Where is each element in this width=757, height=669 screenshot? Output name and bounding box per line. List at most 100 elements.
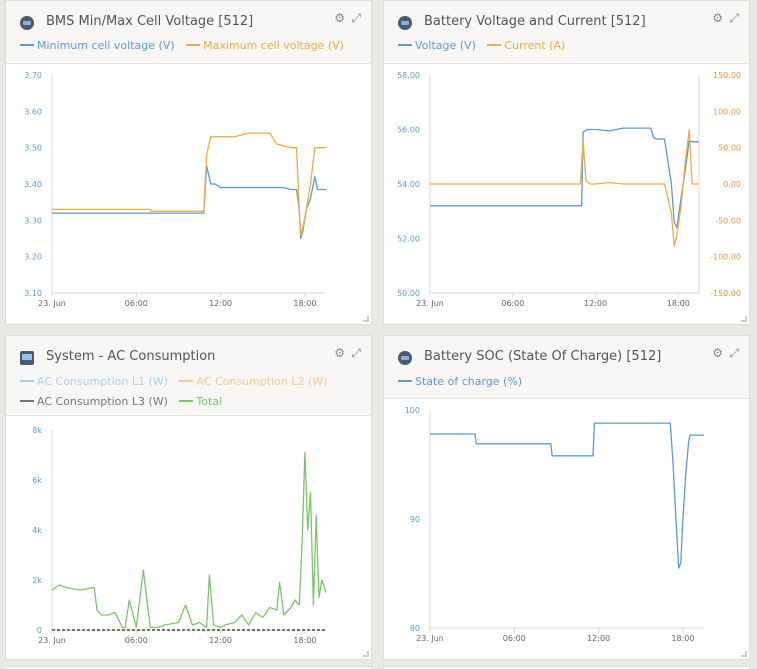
y-tick-label: 3.30 <box>24 216 42 225</box>
resize-handle[interactable] <box>363 316 369 322</box>
legend-item-current[interactable]: Current (A) <box>487 39 565 52</box>
resize-handle[interactable] <box>363 651 369 657</box>
legend-label: AC Consumption L2 (W) <box>196 375 328 388</box>
expand-icon[interactable]: ⤢ <box>729 11 739 25</box>
panel-battery-soc: Battery SOC (State Of Charge) [512] ⚙ ⤢ … <box>383 335 750 660</box>
voltage-current-chart: 58.00 56.00 54.00 52.00 50.00 150.00 100.00 50.… <box>397 71 741 308</box>
expand-icon[interactable]: ⤢ <box>351 346 361 360</box>
gear-icon[interactable]: ⚙ <box>712 346 723 360</box>
legend-label: Minimum cell voltage (V) <box>37 39 175 52</box>
panel-bms-cell-voltage: BMS Min/Max Cell Voltage [512] ⚙ ⤢ Minim… <box>5 0 372 325</box>
y-tick-label: 3.20 <box>24 253 42 262</box>
chart-legend: AC Consumption L1 (W) AC Consumption L2 … <box>20 375 335 388</box>
battery-icon <box>398 16 412 30</box>
y-right-tick-label: 150.00 <box>713 71 741 80</box>
panel-ac-consumption: System - AC Consumption ⚙ ⤢ AC Consumpti… <box>5 335 372 660</box>
x-tick-label: 06:00 <box>501 299 524 308</box>
y-tick-label: 0 <box>37 626 42 635</box>
panel-title: System - AC Consumption <box>46 349 216 364</box>
x-tick-label: 12:00 <box>209 299 232 308</box>
panel-header: System - AC Consumption ⚙ ⤢ AC Consumpti… <box>6 336 371 416</box>
gear-icon[interactable]: ⚙ <box>712 11 723 25</box>
chart-legend: Minimum cell voltage (V) Maximum cell vo… <box>20 39 352 52</box>
y-tick-label: 3.50 <box>24 144 42 153</box>
panel-header: Battery SOC (State Of Charge) [512] ⚙ ⤢ … <box>384 336 749 399</box>
x-tick-label: 12:00 <box>209 636 232 645</box>
y-right-tick-label: 50.00 <box>718 144 741 153</box>
y-right-tick-label: -150.00 <box>710 289 741 298</box>
legend-label: Maximum cell voltage (V) <box>203 39 344 52</box>
legend-label: Voltage (V) <box>415 39 476 52</box>
x-tick-label: 23. Jun <box>416 634 444 643</box>
y-tick-label: 52.00 <box>397 235 420 244</box>
x-tick-label: 23. Jun <box>38 636 66 645</box>
gear-icon[interactable]: ⚙ <box>334 346 345 360</box>
x-tick-label: 06:00 <box>125 299 148 308</box>
expand-icon[interactable]: ⤢ <box>351 11 361 25</box>
x-tick-label: 18:00 <box>667 299 690 308</box>
y-tick-label: 8k <box>32 426 42 435</box>
y-tick-label: 100 <box>405 406 420 415</box>
panel-title: BMS Min/Max Cell Voltage [512] <box>46 14 254 29</box>
gear-icon[interactable]: ⚙ <box>334 11 345 25</box>
x-tick-label: 06:00 <box>503 634 526 643</box>
y-tick-label: 80 <box>410 624 420 633</box>
legend-label: Current (A) <box>504 39 566 52</box>
y-right-tick-label: -50.00 <box>715 216 741 225</box>
legend-item-ac-l1[interactable]: AC Consumption L1 (W) <box>20 375 168 388</box>
y-tick-label: 3.70 <box>24 71 42 80</box>
series-line-voltage-v- <box>430 127 699 229</box>
y-tick-label: 56.00 <box>397 126 420 135</box>
series-line-total <box>51 451 327 629</box>
y-tick-label: 58.00 <box>397 71 420 80</box>
x-tick-label: 23. Jun <box>416 299 444 308</box>
legend-item-ac-l2[interactable]: AC Consumption L2 (W) <box>179 375 327 388</box>
expand-icon[interactable]: ⤢ <box>729 346 739 360</box>
legend-item-max-cell-voltage[interactable]: Maximum cell voltage (V) <box>186 39 344 52</box>
legend-item-total[interactable]: Total <box>179 395 222 408</box>
battery-icon <box>20 16 34 30</box>
resize-handle[interactable] <box>741 651 747 657</box>
series-line-state-of-charge- <box>430 422 704 569</box>
chart-legend: State of charge (%) <box>398 375 530 388</box>
panel-header: Battery Voltage and Current [512] ⚙ ⤢ Vo… <box>384 1 749 64</box>
legend-label: Total <box>196 395 223 408</box>
resize-handle[interactable] <box>741 316 747 322</box>
panel-below-right <box>383 666 750 669</box>
series-line-minimum-cell-voltage-v- <box>52 165 326 240</box>
y-tick-label: 4k <box>32 526 42 535</box>
ac-consumption-chart: 8k 6k 4k 2k 023. Jun 06:00 12:00 18:00 <box>32 426 327 645</box>
panel-below-left <box>5 666 372 669</box>
x-tick-label: 18:00 <box>293 636 316 645</box>
x-tick-label: 12:00 <box>587 634 610 643</box>
monitor-icon <box>20 351 34 365</box>
legend-item-ac-l3[interactable]: AC Consumption L3 (W) <box>20 395 168 408</box>
y-tick-label: 90 <box>410 515 420 524</box>
x-tick-label: 18:00 <box>671 634 694 643</box>
legend-label: AC Consumption L3 (W) <box>37 395 168 408</box>
panel-title: Battery SOC (State Of Charge) [512] <box>424 349 662 364</box>
series-line-current-a- <box>430 128 699 247</box>
y-right-tick-label: 100.00 <box>713 107 741 116</box>
series-line-maximum-cell-voltage-v- <box>52 132 326 236</box>
chart-legend: Voltage (V) Current (A) <box>398 39 573 52</box>
legend-label: AC Consumption L1 (W) <box>37 375 168 388</box>
panel-battery-voltage-current: Battery Voltage and Current [512] ⚙ ⤢ Vo… <box>383 0 750 325</box>
panel-title: Battery Voltage and Current [512] <box>424 14 646 29</box>
x-tick-label: 23. Jun <box>38 299 66 308</box>
legend-label: State of charge (%) <box>415 375 523 388</box>
y-right-tick-label: 0.00 <box>723 180 741 189</box>
legend-item-soc[interactable]: State of charge (%) <box>398 375 522 388</box>
x-tick-label: 18:00 <box>293 299 316 308</box>
legend-item-min-cell-voltage[interactable]: Minimum cell voltage (V) <box>20 39 175 52</box>
y-tick-label: 50.00 <box>397 289 420 298</box>
panel-header: BMS Min/Max Cell Voltage [512] ⚙ ⤢ Minim… <box>6 1 371 64</box>
y-tick-label: 3.40 <box>24 180 42 189</box>
y-tick-label: 6k <box>32 476 42 485</box>
y-tick-label: 3.10 <box>24 289 42 298</box>
y-tick-label: 3.60 <box>24 107 42 116</box>
battery-icon <box>398 351 412 365</box>
x-tick-label: 06:00 <box>125 636 148 645</box>
legend-item-voltage[interactable]: Voltage (V) <box>398 39 476 52</box>
